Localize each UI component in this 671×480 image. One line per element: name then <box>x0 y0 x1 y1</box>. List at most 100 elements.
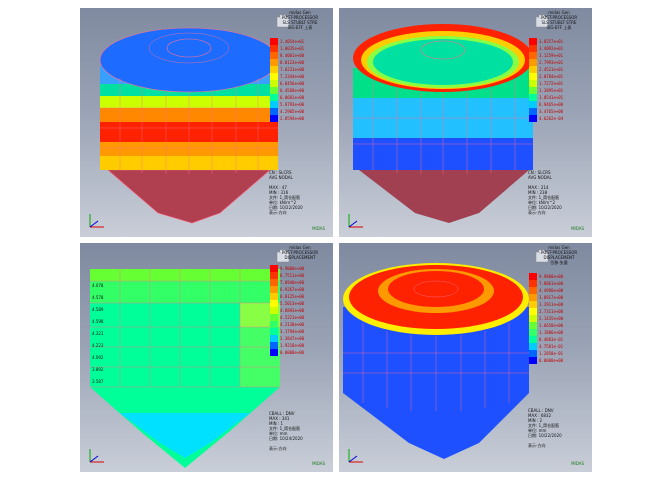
legend-value: 1.9218e+00 <box>280 343 305 348</box>
legend-value: 8.7511e+00 <box>280 273 305 278</box>
legend-value: 8.0123e+00 <box>280 60 305 65</box>
legend-row: 1.6658e+00 <box>529 322 589 329</box>
legend-value: 2.7993e+01 <box>539 60 564 65</box>
row-value-label: 4.092 <box>92 355 104 360</box>
legend-swatch <box>270 328 278 335</box>
legend-row: 1.7272e+01 <box>529 80 589 87</box>
legend-value: 7.8861e+00 <box>539 281 564 286</box>
legend-value: 4.4990e+00 <box>539 288 564 293</box>
legend-row: 7.8861e+00 <box>529 280 589 287</box>
viewport-panel-3[interactable]: 4.078 4.578 4.589 4.598 4.321 4.223 4.092 3.892… <box>80 243 333 472</box>
legend-row: 6.9267e+00 <box>270 286 330 293</box>
legend-swatch <box>270 272 278 279</box>
info-line: MIN : 316 <box>269 190 289 195</box>
info-line: 日期: 10/22/2020 <box>269 205 303 210</box>
legend-swatch <box>529 273 537 280</box>
legend-value: 2.4521e+01 <box>539 67 564 72</box>
legend-value: 4.2905e+00 <box>280 109 305 114</box>
legend-value: 6.8456e+00 <box>280 81 305 86</box>
info-line: CBALL : DNV <box>528 408 554 413</box>
axis-triad-icon <box>89 214 104 228</box>
legend-value: 3.1259e+01 <box>539 53 564 58</box>
header-line: SLS STUBLT STRE <box>282 20 318 25</box>
legend-row: 8.4883e-01 <box>529 336 589 343</box>
displacement-contour-model-3 <box>90 269 280 468</box>
row-value-label: 4.578 <box>92 295 104 300</box>
viewport-panel-2[interactable]: midas Gen POST-PROCESSOR SLS STUBLT STRE… <box>339 8 592 237</box>
view-cube-icon[interactable] <box>273 249 293 265</box>
result-info: CBALL : DNV MAX : 341 MIN : 1 文件: 1_筒仓配筋 单位:… <box>269 411 327 451</box>
legend-row: 4.2130e+00 <box>270 321 330 328</box>
header-line: midas Gen <box>289 245 311 250</box>
legend-swatch <box>270 307 278 314</box>
legend-row: 9.9000e+00 <box>270 265 330 272</box>
view-cube-icon[interactable] <box>273 14 293 30</box>
legend-row: 3.4765e+00 <box>529 108 589 115</box>
legend-row: 1.9218e+00 <box>270 342 330 349</box>
row-value-labels: 4.078 4.578 4.589 4.598 4.321 4.223 4.092 3.892… <box>92 283 103 391</box>
row-value-label: 3.892 <box>92 367 104 372</box>
info-line: CN : SLCRS <box>528 170 551 175</box>
legend-row: 0.0000e+00 <box>529 357 589 364</box>
info-line: CBALL : DNV <box>269 411 295 416</box>
info-line: 日期: 10/24/2020 <box>269 436 303 441</box>
legend-row: 8.0123e+00 <box>270 59 330 66</box>
viewport-panel-4[interactable]: midas Gen POST-PROCESSOR DISPLACEMENT 位移… <box>339 243 592 472</box>
result-info: CN : SLCRS AVG NODAL MAX : 47 MIN : 316 文件:… <box>269 170 327 215</box>
info-line: 文件: 1_筒仓配筋 <box>269 426 301 431</box>
legend-value: 2.3847e+00 <box>280 336 305 341</box>
legend-row: 5.5013e+00 <box>270 300 330 307</box>
legend-row: 3.8917e+00 <box>529 294 589 301</box>
legend-value: 6.9267e+00 <box>280 287 305 292</box>
legend-value: 9.9800e+00 <box>539 274 564 279</box>
row-value-label: 4.321 <box>92 331 104 336</box>
legend-swatch <box>270 52 278 59</box>
header-line: midas Gen <box>548 10 570 15</box>
legend-swatch <box>270 300 278 307</box>
legend-swatch <box>270 286 278 293</box>
legend-value: 4.8893e+00 <box>280 308 305 313</box>
legend-swatch <box>270 279 278 286</box>
info-line: MIN : 238 <box>528 190 548 195</box>
info-line: 文件: 1_筒仓配筋 <box>528 195 560 200</box>
legend-row: 6.9465e+00 <box>529 101 589 108</box>
legend-value: 1.7272e+01 <box>539 81 564 86</box>
header-line: DISPLACEMENT <box>284 255 316 260</box>
row-value-label: 4.589 <box>92 307 104 312</box>
legend-swatch <box>270 265 278 272</box>
brand-logo: MIDAS <box>571 226 584 231</box>
axis-triad-icon <box>89 449 104 463</box>
legend-value: 7.2344e+00 <box>280 74 305 79</box>
legend-row: 2.1435e+00 <box>529 315 589 322</box>
info-line: 表示-方向 <box>269 210 287 215</box>
legend-row: 3.1259e+01 <box>529 52 589 59</box>
legend-title: SIG-EFF 上表 <box>546 25 572 30</box>
legend-row: 1.2850e-01 <box>529 350 589 357</box>
legend-value: 7.8940e+00 <box>280 280 305 285</box>
stress-contour-model-1 <box>99 27 279 224</box>
info-line: 单位: mm <box>269 431 288 436</box>
legend-swatch <box>270 87 278 94</box>
header-line: SLS STUBLT STRE <box>541 20 577 25</box>
legend-swatch <box>270 45 278 52</box>
header-line: midas Gen <box>289 10 311 15</box>
legend-value: 6.9465e+00 <box>539 102 564 107</box>
info-line: 文件: 1_筒仓配筋 <box>269 195 301 200</box>
viewport-panel-1[interactable]: midas Gen POST-PROCESSOR SLS STUBLT STRE… <box>80 8 333 237</box>
legend-row: 6.4568e+00 <box>270 87 330 94</box>
legend-swatch <box>529 101 537 108</box>
legend-value: 3.1794e+00 <box>280 329 305 334</box>
legend-value: 5.6793e+00 <box>280 102 305 107</box>
legend-value: 6.0125e+00 <box>280 294 305 299</box>
legend-row: 5.6793e+00 <box>270 101 330 108</box>
legend-row: 1.0541e+01 <box>529 94 589 101</box>
legend-row: 2.7311e+00 <box>529 308 589 315</box>
result-info: CBALL : DNV MAX : 6832 MIN : 2 文件: 1_筒仓配筋 单位… <box>528 408 586 448</box>
legend-row: 4.7581e-01 <box>529 343 589 350</box>
stress-contour-model-2 <box>353 24 533 223</box>
legend-swatch <box>270 80 278 87</box>
view-cube-icon[interactable] <box>532 249 552 265</box>
legend-value: 2.0784e+01 <box>539 74 564 79</box>
view-cube-icon[interactable] <box>532 14 552 30</box>
info-line: 日期: 10/22/2020 <box>528 205 562 210</box>
